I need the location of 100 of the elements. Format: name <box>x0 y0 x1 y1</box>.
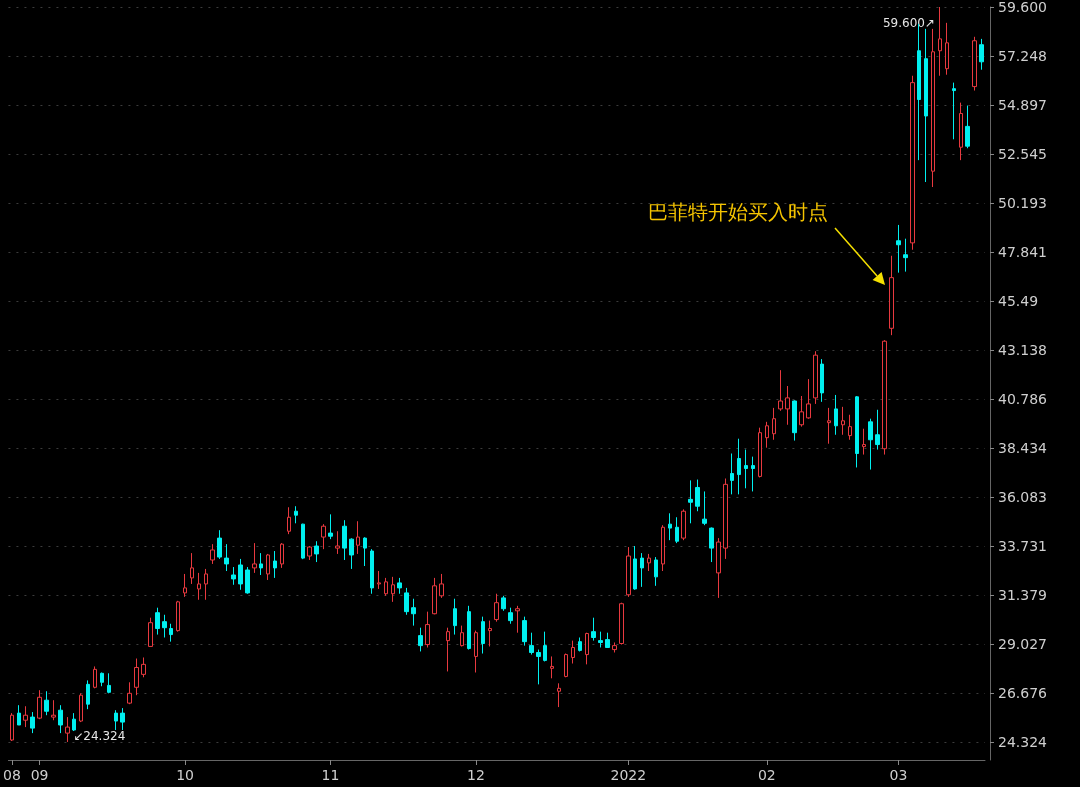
candlestick <box>79 692 83 723</box>
candlestick <box>391 576 395 603</box>
candlestick <box>294 505 298 524</box>
candlestick <box>404 587 409 616</box>
candlestick <box>765 421 769 449</box>
candlestick <box>806 378 811 420</box>
candlestick <box>432 577 437 615</box>
candlestick <box>862 428 866 456</box>
candlestick <box>259 552 263 576</box>
candlestick <box>301 523 305 560</box>
candlestick <box>134 658 139 696</box>
candlestick <box>183 573 187 598</box>
candlestick <box>114 709 118 731</box>
candlestick <box>550 655 554 679</box>
candlestick <box>640 552 644 588</box>
candlestick <box>924 28 928 183</box>
candlestick <box>474 630 478 673</box>
candlestick <box>93 665 97 689</box>
candlestick <box>515 605 520 634</box>
candlestick <box>716 537 721 599</box>
candlestick <box>709 526 714 563</box>
candlestick <box>17 704 21 726</box>
candlestick <box>626 546 631 598</box>
candlestick <box>758 427 762 478</box>
x-tick-label: 03 <box>889 767 908 783</box>
y-tick-label: 36.083 <box>998 488 1047 505</box>
candlestick <box>335 530 340 555</box>
candlestick <box>598 631 603 648</box>
candlestick <box>508 607 513 625</box>
candlestick <box>72 712 76 732</box>
candlestick <box>605 632 610 648</box>
candlestick <box>86 679 90 710</box>
x-tick-label: 2022 <box>610 767 647 783</box>
y-tick-label: 57.248 <box>998 48 1047 65</box>
candlestick <box>813 350 818 405</box>
candlestick <box>585 632 589 665</box>
candlestick <box>10 712 14 742</box>
candlestick <box>654 556 658 587</box>
candlestick <box>100 671 104 687</box>
candlestick <box>848 414 852 441</box>
y-tick-label: 26.676 <box>998 684 1048 701</box>
candlestick <box>792 399 797 442</box>
x-tick-label: 09 <box>30 767 49 783</box>
candlestick <box>972 36 977 92</box>
candlestick <box>820 358 824 403</box>
candlestick <box>529 632 534 656</box>
annotation: 59.600↗ <box>882 16 935 30</box>
candlestick <box>668 512 672 541</box>
candlestick <box>536 649 541 685</box>
candlestick <box>564 653 568 678</box>
y-tick-label: 47.841 <box>998 244 1047 261</box>
candlestick <box>785 385 790 426</box>
candlestick <box>439 573 444 599</box>
candlestick <box>688 479 693 524</box>
candlestick <box>896 224 901 274</box>
candlestick <box>695 479 700 512</box>
candlestick <box>882 339 887 456</box>
candlestick <box>889 255 894 336</box>
x-tick-label: 12 <box>467 767 485 783</box>
candlestick <box>675 516 679 544</box>
candlestick <box>266 553 270 581</box>
candlestick <box>176 600 180 633</box>
candlestick <box>481 616 485 655</box>
candlestick <box>384 577 388 597</box>
candlestick <box>273 550 277 579</box>
y-tick-label: 31.379 <box>998 587 1047 603</box>
y-tick-label: 50.193 <box>998 195 1047 211</box>
candlestick <box>425 611 430 648</box>
candlestick <box>633 545 637 591</box>
candlestick <box>280 542 284 569</box>
x-tick-label: 10 <box>176 767 194 783</box>
candlestick <box>307 545 312 561</box>
candlestick <box>411 598 416 627</box>
candlestick <box>578 636 582 652</box>
candlestick <box>44 690 49 716</box>
candlestick <box>702 490 707 526</box>
candlestick <box>314 540 319 563</box>
candlestick <box>723 478 728 560</box>
candlestick <box>287 506 291 535</box>
candlestick <box>342 519 347 561</box>
candlestick <box>772 407 776 441</box>
candlestick <box>799 395 804 428</box>
y-tick-label: 38.434 <box>998 440 1048 457</box>
candlestick <box>494 593 499 623</box>
candlestick <box>591 617 596 642</box>
candlestick <box>155 607 160 636</box>
candlestick <box>377 570 381 590</box>
candlestick <box>460 625 464 647</box>
candlestick <box>778 369 783 412</box>
candlestick <box>252 542 257 574</box>
candlestick <box>647 553 651 572</box>
candlestick <box>162 614 167 638</box>
y-tick-label: 24.324 <box>998 734 1048 750</box>
candlestick <box>571 640 575 665</box>
x-tick-label: 11 <box>321 767 340 783</box>
candlestick <box>197 572 201 601</box>
annotation: 巴菲特开始买入时点 <box>648 200 828 224</box>
candlestick <box>952 82 956 140</box>
candlestick <box>321 523 326 550</box>
candlestick <box>875 409 880 451</box>
